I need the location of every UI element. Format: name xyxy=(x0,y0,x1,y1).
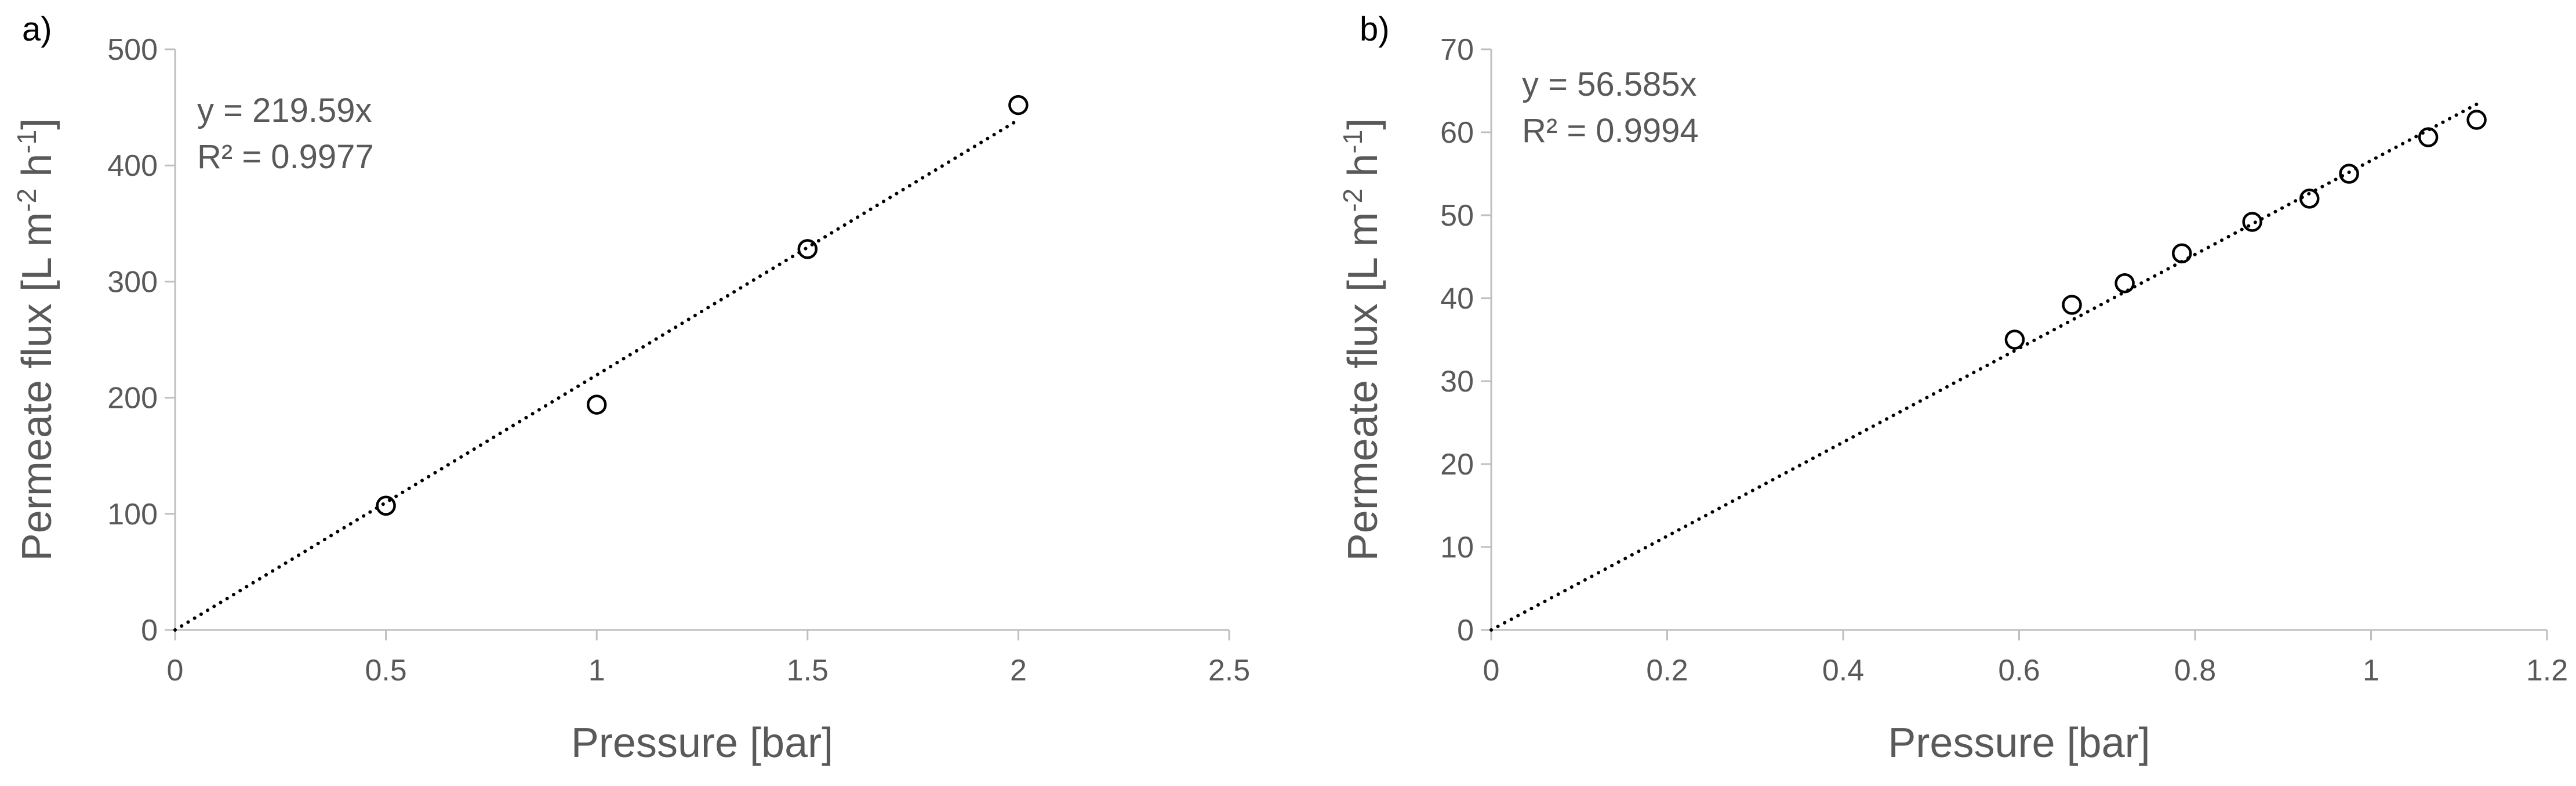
y-axis-title-part: ] xyxy=(14,118,60,130)
r-squared-label: R² = 0.9977 xyxy=(197,138,374,176)
panel-label: b) xyxy=(1360,10,1390,48)
x-tick-label: 0.6 xyxy=(1998,654,2040,687)
y-tick-label: 40 xyxy=(1440,282,1474,316)
x-tick-label: 1 xyxy=(2363,654,2379,687)
data-point xyxy=(2171,243,2192,264)
trendline xyxy=(173,118,1020,632)
chart-panel-b: 0 10 20 30 40 50 60 70 0 0.2 0.4 0.6 0.8 1 1.2 y = 56.5… xyxy=(1338,10,2568,766)
x-axis-title: Pressure [bar] xyxy=(1888,720,2150,766)
y-tick-label: 60 xyxy=(1440,116,1474,150)
y-tick-label: 200 xyxy=(107,382,158,415)
y-tick-label: 100 xyxy=(107,498,158,531)
data-point xyxy=(2466,110,2487,130)
data-point xyxy=(2299,189,2320,209)
y-axis-title-part: ] xyxy=(1340,118,1386,130)
x-tick-label: 2 xyxy=(1010,654,1027,687)
data-point xyxy=(797,239,818,259)
y-axis-title-part: h xyxy=(14,154,60,189)
x-tick-label: 0.4 xyxy=(1822,654,1864,687)
y-tick-label: 0 xyxy=(141,614,158,647)
data-point xyxy=(1008,95,1029,115)
x-tick-label: 1.2 xyxy=(2526,654,2568,687)
x-tick-label: 0.8 xyxy=(2174,654,2216,687)
data-point xyxy=(2242,212,2262,232)
data-point xyxy=(2062,295,2082,315)
y-axis-title-superscript: -2 xyxy=(12,189,42,212)
y-axis-title-part: Permeate flux [L m xyxy=(14,212,60,562)
x-tick-label: 0.5 xyxy=(365,654,406,687)
trendline-equation: y = 56.585x xyxy=(1522,66,1697,103)
y-tick-label: 400 xyxy=(107,149,158,183)
r-squared-label: R² = 0.9994 xyxy=(1522,112,1699,150)
y-tick-label: 20 xyxy=(1440,448,1474,481)
y-axis-title-part: Permeate flux [L m xyxy=(1340,212,1386,562)
data-point xyxy=(2339,164,2359,184)
y-tick-label: 0 xyxy=(1457,614,1474,647)
y-tick-label: 30 xyxy=(1440,365,1474,399)
x-axis-title: Pressure [bar] xyxy=(571,720,833,766)
y-tick-label: 500 xyxy=(107,33,158,67)
data-point xyxy=(376,495,396,516)
x-tick-label: 2.5 xyxy=(1208,654,1250,687)
data-point xyxy=(2114,273,2135,294)
y-tick-label: 50 xyxy=(1440,199,1474,233)
y-axis-title-superscript: -2 xyxy=(1338,189,1368,212)
data-point xyxy=(2418,127,2439,147)
y-tick-label: 70 xyxy=(1440,33,1474,67)
x-tick-label: 0 xyxy=(167,654,184,687)
panel-label: a) xyxy=(22,10,52,48)
y-axis-title: Permeate flux [L m-2 h-1] xyxy=(12,118,60,561)
y-axis-title: Permeate flux [L m-2 h-1] xyxy=(1338,118,1386,561)
y-tick-label: 300 xyxy=(107,265,158,299)
x-tick-label: 1.5 xyxy=(787,654,829,687)
y-axis-title-superscript: -1 xyxy=(1338,130,1368,154)
y-axis-title-superscript: -1 xyxy=(12,130,42,154)
data-point xyxy=(2004,329,2025,350)
y-axis-title-part: h xyxy=(1340,154,1386,189)
chart-panel-a: 0 100 200 300 400 500 0 0.5 1 1.5 2 2.5 y = 219.59x R… xyxy=(12,10,1250,766)
y-tick-label: 10 xyxy=(1440,531,1474,564)
data-point xyxy=(586,394,607,415)
trendline xyxy=(1489,102,2479,632)
x-tick-label: 1 xyxy=(588,654,605,687)
x-tick-label: 0 xyxy=(1483,654,1500,687)
x-tick-label: 0.2 xyxy=(1646,654,1688,687)
trendline-equation: y = 219.59x xyxy=(197,92,372,129)
